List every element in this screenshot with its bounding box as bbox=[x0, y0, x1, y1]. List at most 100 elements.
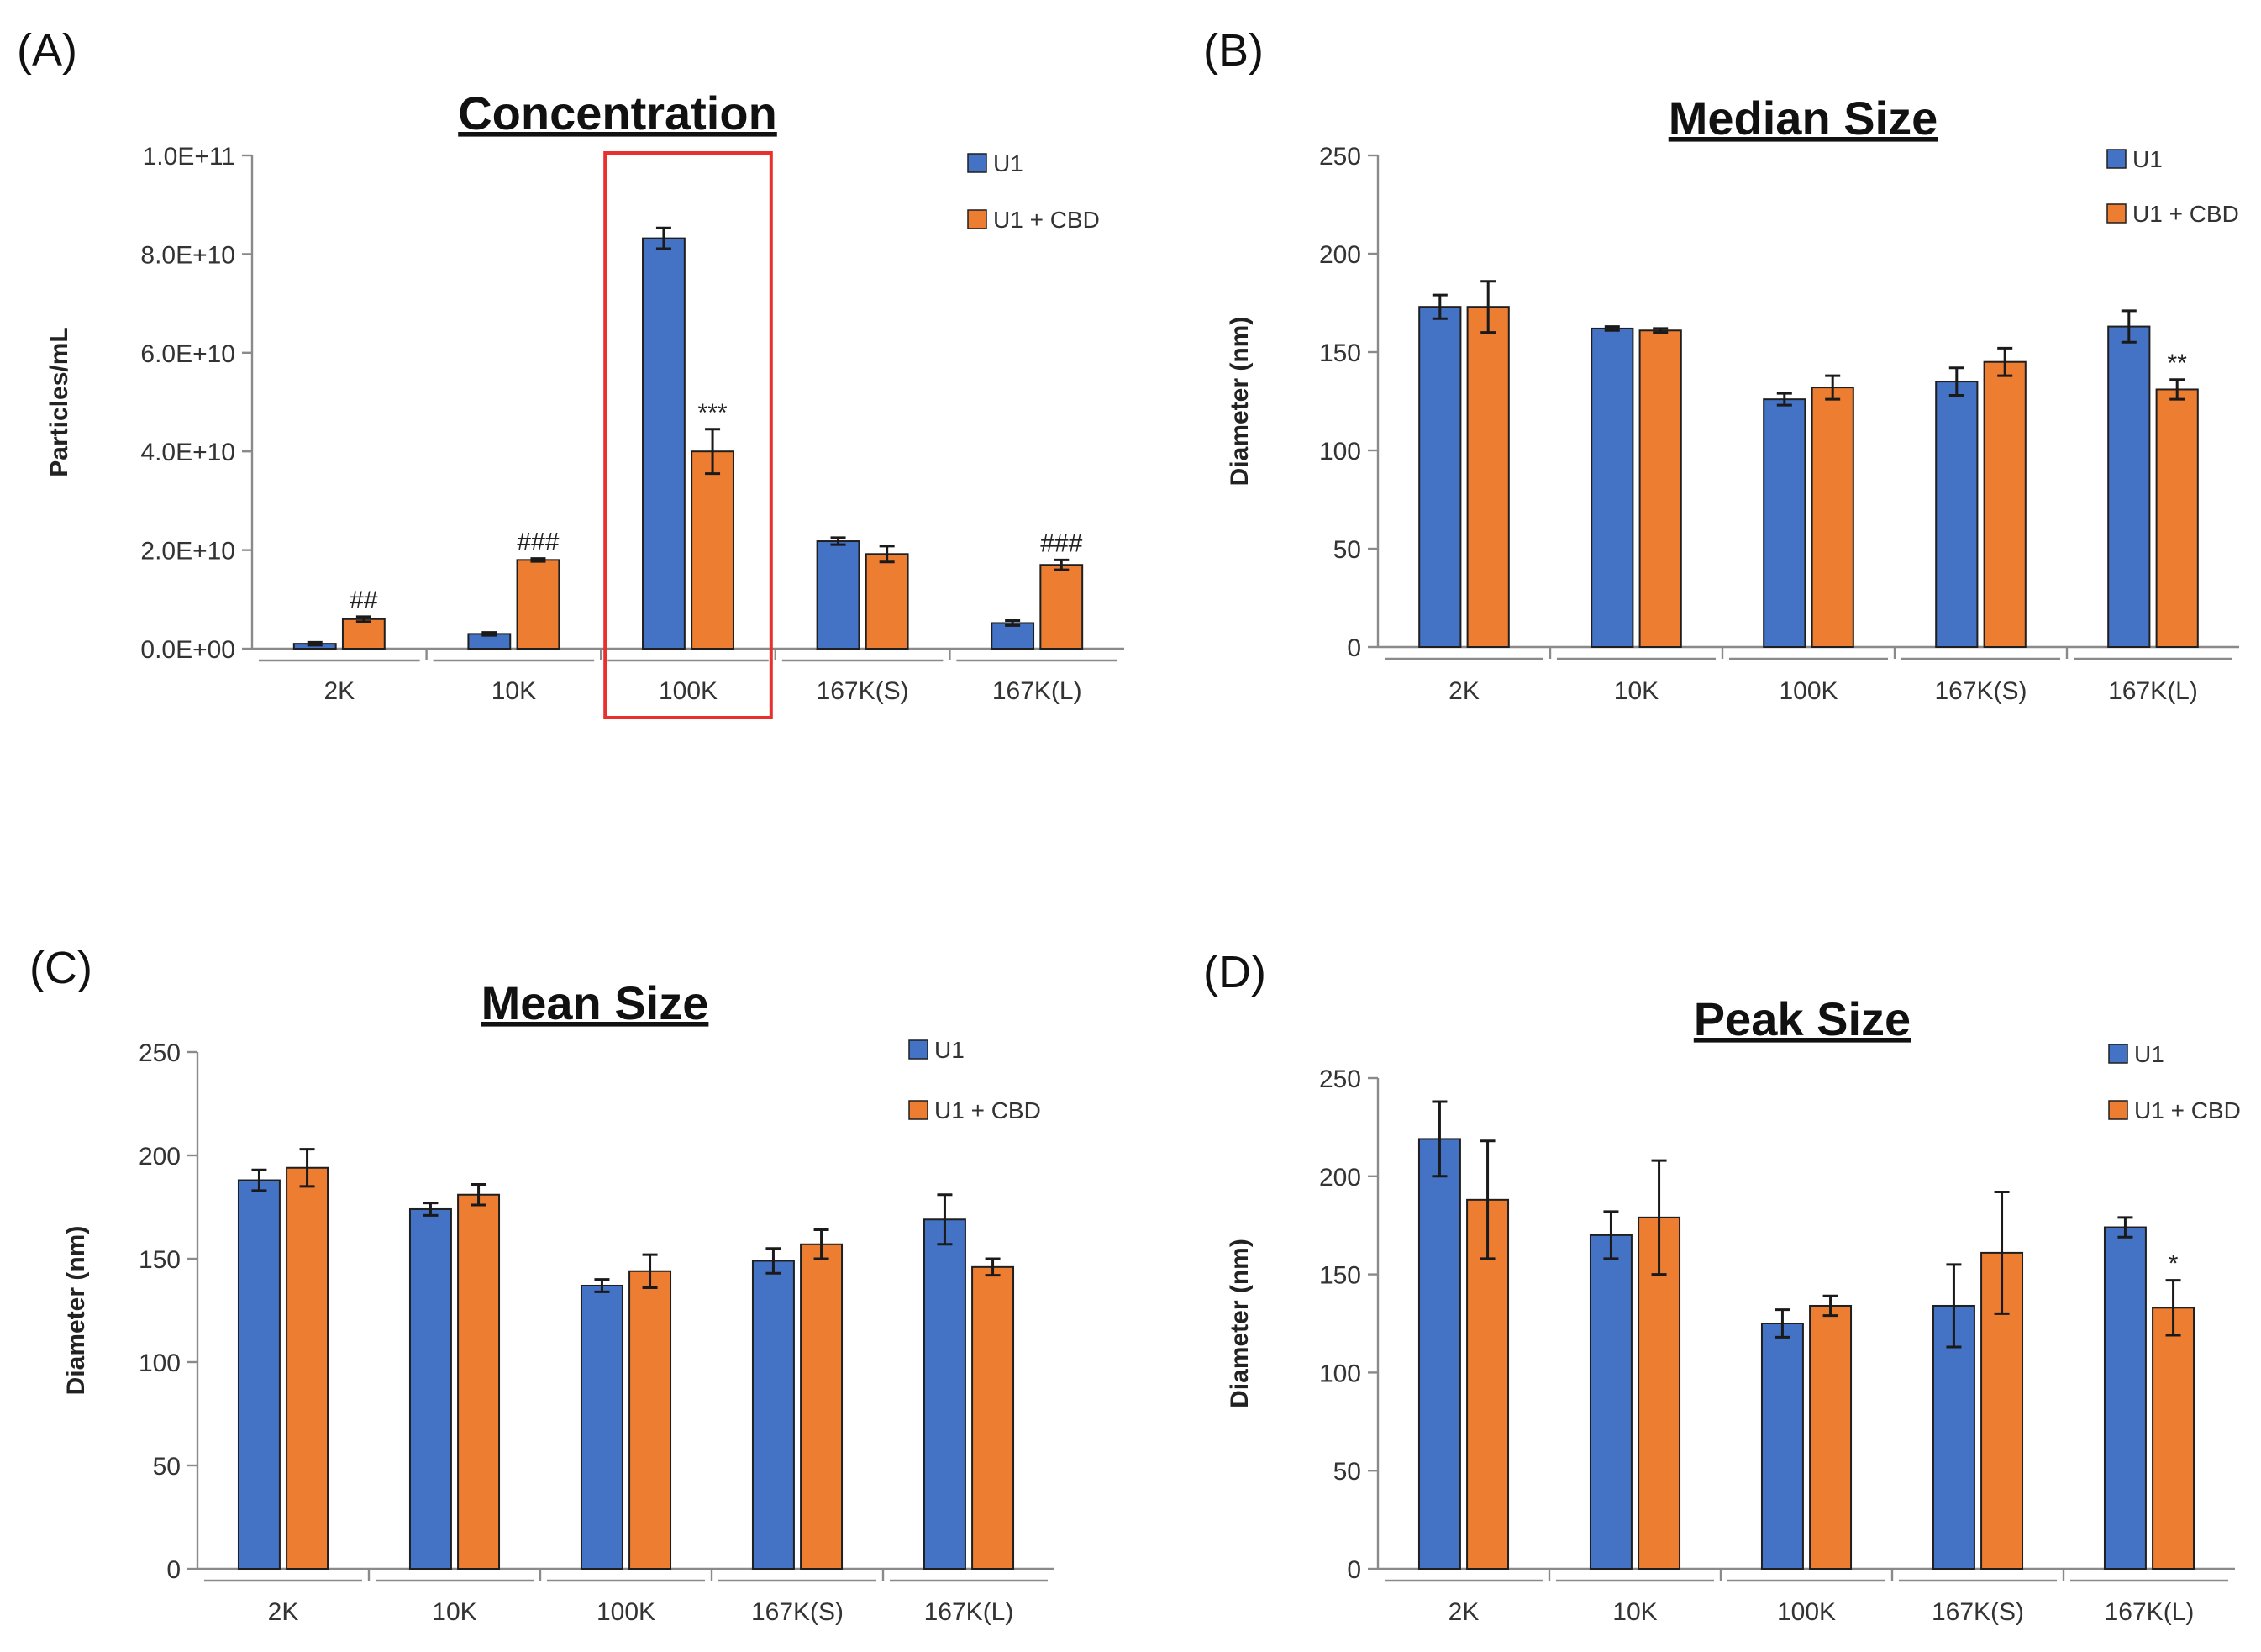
legend-label: U1 + CBD bbox=[934, 1097, 1041, 1123]
bar-u1-cbd bbox=[341, 618, 386, 650]
y-tick-label: 50 bbox=[153, 1453, 181, 1481]
bar-u1-cbd bbox=[2152, 1307, 2195, 1570]
x-tick-label: 10K bbox=[1614, 677, 1659, 705]
x-tick-label: 100K bbox=[597, 1598, 655, 1626]
significance-marker: *** bbox=[698, 399, 728, 427]
panel-label: (C) bbox=[29, 943, 92, 993]
bar-u1 bbox=[1591, 327, 1634, 648]
bar-u1 bbox=[642, 237, 686, 650]
legend-label: U1 bbox=[2134, 1041, 2164, 1067]
bar-u1-cbd bbox=[2155, 388, 2199, 648]
bar-u1 bbox=[1935, 381, 1979, 648]
significance-marker: * bbox=[2169, 1250, 2179, 1278]
y-tick-label: 6.0E+10 bbox=[140, 340, 235, 368]
bar-u1 bbox=[1418, 306, 1462, 648]
bar-u1 bbox=[991, 622, 1035, 650]
chart-title: Median Size bbox=[1669, 92, 1938, 145]
bar-u1-cbd bbox=[865, 553, 909, 650]
y-tick-label: 200 bbox=[139, 1143, 181, 1171]
y-tick-label: 200 bbox=[1319, 241, 1361, 269]
panel-label: (D) bbox=[1203, 947, 1266, 997]
bar-u1-cbd bbox=[1638, 1216, 1681, 1570]
y-tick-label: 2.0E+10 bbox=[140, 538, 235, 566]
bar-u1 bbox=[580, 1284, 623, 1570]
legend-swatch bbox=[2108, 1100, 2128, 1120]
bar-u1-cbd bbox=[800, 1243, 844, 1570]
bar-u1 bbox=[408, 1207, 452, 1570]
chart-title: Concentration bbox=[458, 87, 777, 139]
bar-u1-cbd bbox=[628, 1270, 672, 1570]
y-tick-label: 250 bbox=[1319, 1065, 1361, 1093]
bar-u1-cbd bbox=[1809, 1304, 1853, 1570]
x-tick-label: 167K(S) bbox=[751, 1598, 844, 1626]
y-axis-label: Diameter (nm) bbox=[62, 1226, 90, 1396]
y-tick-label: 50 bbox=[1333, 1458, 1361, 1486]
significance-marker: ** bbox=[2168, 350, 2188, 377]
legend-label: U1 + CBD bbox=[2134, 1097, 2241, 1123]
legend-label: U1 bbox=[934, 1037, 965, 1063]
x-tick-label: 167K(L) bbox=[992, 677, 1082, 705]
legend-swatch bbox=[2108, 1044, 2128, 1064]
chart-panel-1: (A) Concentration 0.0E+00 2.0E+10 4.0E+10 6.0… bbox=[17, 25, 1124, 719]
x-tick-label: 167K(L) bbox=[2105, 1598, 2195, 1626]
y-tick-label: 4.0E+10 bbox=[140, 439, 235, 466]
legend-swatch bbox=[2106, 203, 2127, 224]
chart-title: Mean Size bbox=[481, 976, 709, 1029]
x-tick-label: 2K bbox=[323, 677, 355, 705]
panel-label: (A) bbox=[17, 25, 77, 76]
x-tick-label: 10K bbox=[492, 677, 536, 705]
y-tick-label: 50 bbox=[1333, 536, 1361, 564]
y-axis-label: Particles/mL bbox=[45, 327, 73, 476]
x-tick-label: 167K(L) bbox=[924, 1598, 1014, 1626]
legend-label: U1 + CBD bbox=[993, 207, 1100, 233]
bar-u1-cbd bbox=[286, 1166, 329, 1570]
x-tick-label: 100K bbox=[659, 677, 718, 705]
highlight-box bbox=[603, 151, 773, 719]
x-tick-label: 100K bbox=[1779, 677, 1838, 705]
y-tick-label: 200 bbox=[1319, 1164, 1361, 1192]
significance-marker: ## bbox=[350, 587, 378, 614]
y-tick-label: 8.0E+10 bbox=[140, 241, 235, 269]
bar-u1 bbox=[923, 1218, 966, 1570]
bar-u1-cbd bbox=[1638, 329, 1682, 648]
y-tick-label: 0 bbox=[166, 1556, 181, 1584]
x-tick-label: 10K bbox=[1612, 1598, 1657, 1626]
bar-u1 bbox=[237, 1179, 281, 1570]
legend-label: U1 bbox=[2132, 146, 2163, 172]
y-tick-label: 150 bbox=[1319, 1262, 1361, 1290]
y-tick-label: 0.0E+00 bbox=[140, 636, 235, 664]
significance-marker: ### bbox=[1040, 529, 1082, 557]
bar-u1 bbox=[1417, 1138, 1461, 1570]
significance-marker: ### bbox=[517, 529, 559, 556]
bar-u1 bbox=[1589, 1234, 1633, 1570]
y-tick-label: 0 bbox=[1347, 1556, 1361, 1584]
x-tick-label: 2K bbox=[1449, 1598, 1480, 1626]
bar-u1-cbd bbox=[1039, 564, 1084, 650]
y-tick-label: 250 bbox=[1319, 143, 1361, 171]
bar-u1 bbox=[2103, 1226, 2147, 1570]
legend-swatch bbox=[908, 1100, 928, 1120]
bar-u1-cbd bbox=[516, 559, 560, 650]
legend-swatch bbox=[967, 153, 987, 173]
x-tick-label: 167K(S) bbox=[1932, 1598, 2024, 1626]
bar-u1 bbox=[2107, 325, 2151, 648]
y-tick-label: 100 bbox=[1319, 438, 1361, 466]
chart-title: Peak Size bbox=[1694, 992, 1911, 1045]
bar-u1 bbox=[1760, 1323, 1804, 1570]
bar-u1 bbox=[1763, 398, 1806, 648]
bar-u1-cbd bbox=[1466, 306, 1510, 648]
legend-swatch bbox=[967, 209, 987, 229]
bar-u1 bbox=[816, 540, 860, 650]
y-tick-label: 0 bbox=[1347, 634, 1361, 662]
y-tick-label: 250 bbox=[139, 1039, 181, 1067]
y-tick-label: 150 bbox=[139, 1246, 181, 1274]
y-axis-label: Diameter (nm) bbox=[1226, 317, 1254, 487]
chart-panel-2: (B) Median Size 0 50 100 150 200 250 Diameter (n… bbox=[1203, 25, 2239, 705]
bar-u1-cbd bbox=[457, 1193, 501, 1570]
x-tick-label: 167K(L) bbox=[2108, 677, 2198, 705]
y-tick-label: 100 bbox=[1319, 1360, 1361, 1387]
panel-label: (B) bbox=[1203, 25, 1264, 76]
legend-label: U1 + CBD bbox=[2132, 201, 2239, 227]
bar-u1-cbd bbox=[691, 450, 734, 650]
